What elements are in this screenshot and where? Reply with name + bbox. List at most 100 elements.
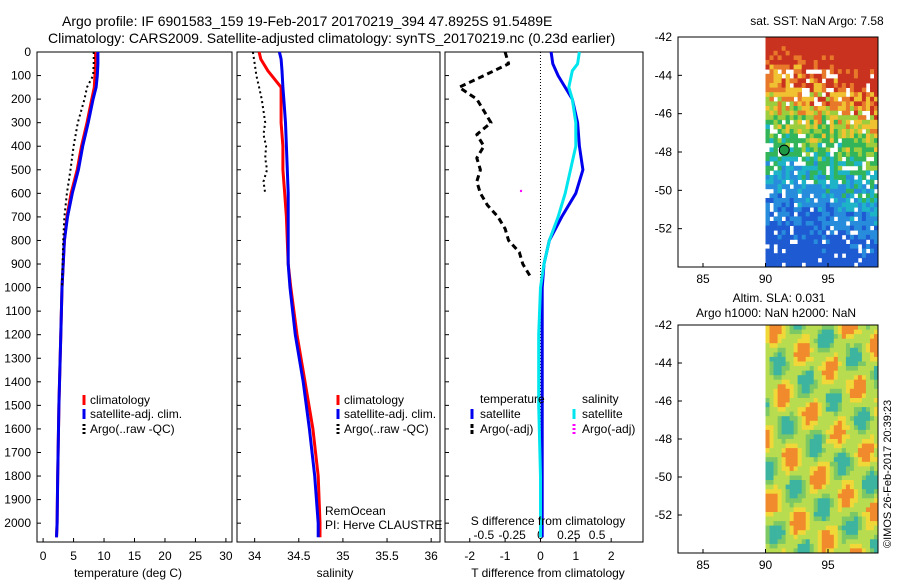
map-cell xyxy=(845,457,851,463)
map-cell xyxy=(857,402,863,408)
map-cell xyxy=(777,470,782,476)
map-cell xyxy=(785,525,790,531)
map-cell xyxy=(853,221,859,226)
map-cell xyxy=(769,239,774,245)
map-cell xyxy=(785,83,790,88)
map-cell xyxy=(801,175,807,180)
map-cell xyxy=(813,434,819,440)
map-cell xyxy=(801,493,807,499)
map-cell xyxy=(789,484,794,490)
map-cell xyxy=(849,434,855,440)
map-cell xyxy=(801,507,807,513)
map-cell xyxy=(769,343,774,349)
map-cell xyxy=(849,439,855,444)
map-cell xyxy=(829,257,835,263)
map-cell xyxy=(865,46,871,52)
map-cell xyxy=(874,516,879,522)
map-cell xyxy=(837,402,843,408)
map-cell xyxy=(874,530,879,536)
map-cell xyxy=(833,55,839,61)
map-cell xyxy=(861,534,867,540)
map-cell xyxy=(797,46,802,52)
map-cell xyxy=(777,55,782,61)
map-cell xyxy=(813,398,819,403)
map-cell xyxy=(765,452,770,458)
legend-header: salinity xyxy=(582,392,619,406)
map-cell xyxy=(841,115,847,121)
map-cell xyxy=(874,493,879,499)
map-cell xyxy=(789,539,794,545)
map-cell xyxy=(765,221,770,226)
map-cell xyxy=(857,525,863,531)
map-cell xyxy=(857,60,863,65)
map-cell xyxy=(809,461,815,467)
map-cell xyxy=(853,78,859,84)
map-cell xyxy=(845,138,851,144)
map-cell xyxy=(801,165,807,171)
map-cell xyxy=(829,484,835,490)
map-cell xyxy=(829,402,835,408)
map-cell xyxy=(801,50,807,56)
map-cell xyxy=(853,420,859,426)
map-cell xyxy=(817,411,823,417)
map-cell xyxy=(793,470,798,476)
map-cell xyxy=(813,356,819,362)
map-y-tick-label: -48 xyxy=(655,145,673,159)
map-cell xyxy=(765,96,770,102)
map-cell xyxy=(865,356,871,362)
map-cell xyxy=(765,239,770,245)
map-cell xyxy=(817,434,823,440)
map-cell xyxy=(861,262,867,268)
map-cell xyxy=(797,119,802,125)
map-cell xyxy=(870,439,875,444)
map-cell xyxy=(809,534,815,540)
map-cell xyxy=(849,480,855,485)
map-cell xyxy=(777,489,782,495)
map-cell xyxy=(805,115,811,121)
map-cell xyxy=(853,525,859,531)
map-cell xyxy=(874,184,879,190)
map-cell xyxy=(833,184,839,190)
map-cell xyxy=(765,407,770,413)
map-cell xyxy=(853,507,859,513)
map-cell xyxy=(870,184,875,190)
map-cell xyxy=(789,46,794,52)
map-cell xyxy=(833,41,839,47)
map-cell xyxy=(845,338,851,344)
map-cell xyxy=(845,175,851,180)
temperature-xlabel: temperature (deg C) xyxy=(74,566,182,580)
map-cell xyxy=(870,147,875,153)
map-cell xyxy=(833,257,839,263)
map-cell xyxy=(837,170,843,176)
series-line-temperature-satellite xyxy=(540,51,585,538)
map-cell xyxy=(829,78,835,84)
map-cell xyxy=(777,50,782,56)
map-cell xyxy=(825,379,831,385)
map-cell xyxy=(853,457,859,463)
map-cell xyxy=(797,361,802,367)
map-cell xyxy=(781,64,786,70)
map-cell xyxy=(773,484,778,490)
map-cell xyxy=(853,516,859,522)
map-cell xyxy=(833,329,839,335)
map-cell xyxy=(821,502,827,508)
map-cell xyxy=(809,156,815,162)
map-cell xyxy=(861,439,867,444)
map-cell xyxy=(825,175,831,180)
map-cell xyxy=(789,152,794,157)
y-tick-label: 1200 xyxy=(4,328,31,342)
map-cell xyxy=(857,161,863,167)
map-cell xyxy=(817,543,823,549)
map-cell xyxy=(765,124,770,130)
map-cell xyxy=(821,379,827,385)
map-cell xyxy=(769,262,774,268)
map-cell xyxy=(809,110,815,116)
map-cell xyxy=(817,262,823,268)
map-cell xyxy=(829,188,835,194)
map-cell xyxy=(797,225,802,231)
map-cell xyxy=(841,248,847,254)
map-cell xyxy=(865,198,871,203)
map-cell xyxy=(833,221,839,226)
map-cell xyxy=(841,188,847,194)
map-cell xyxy=(781,334,786,340)
